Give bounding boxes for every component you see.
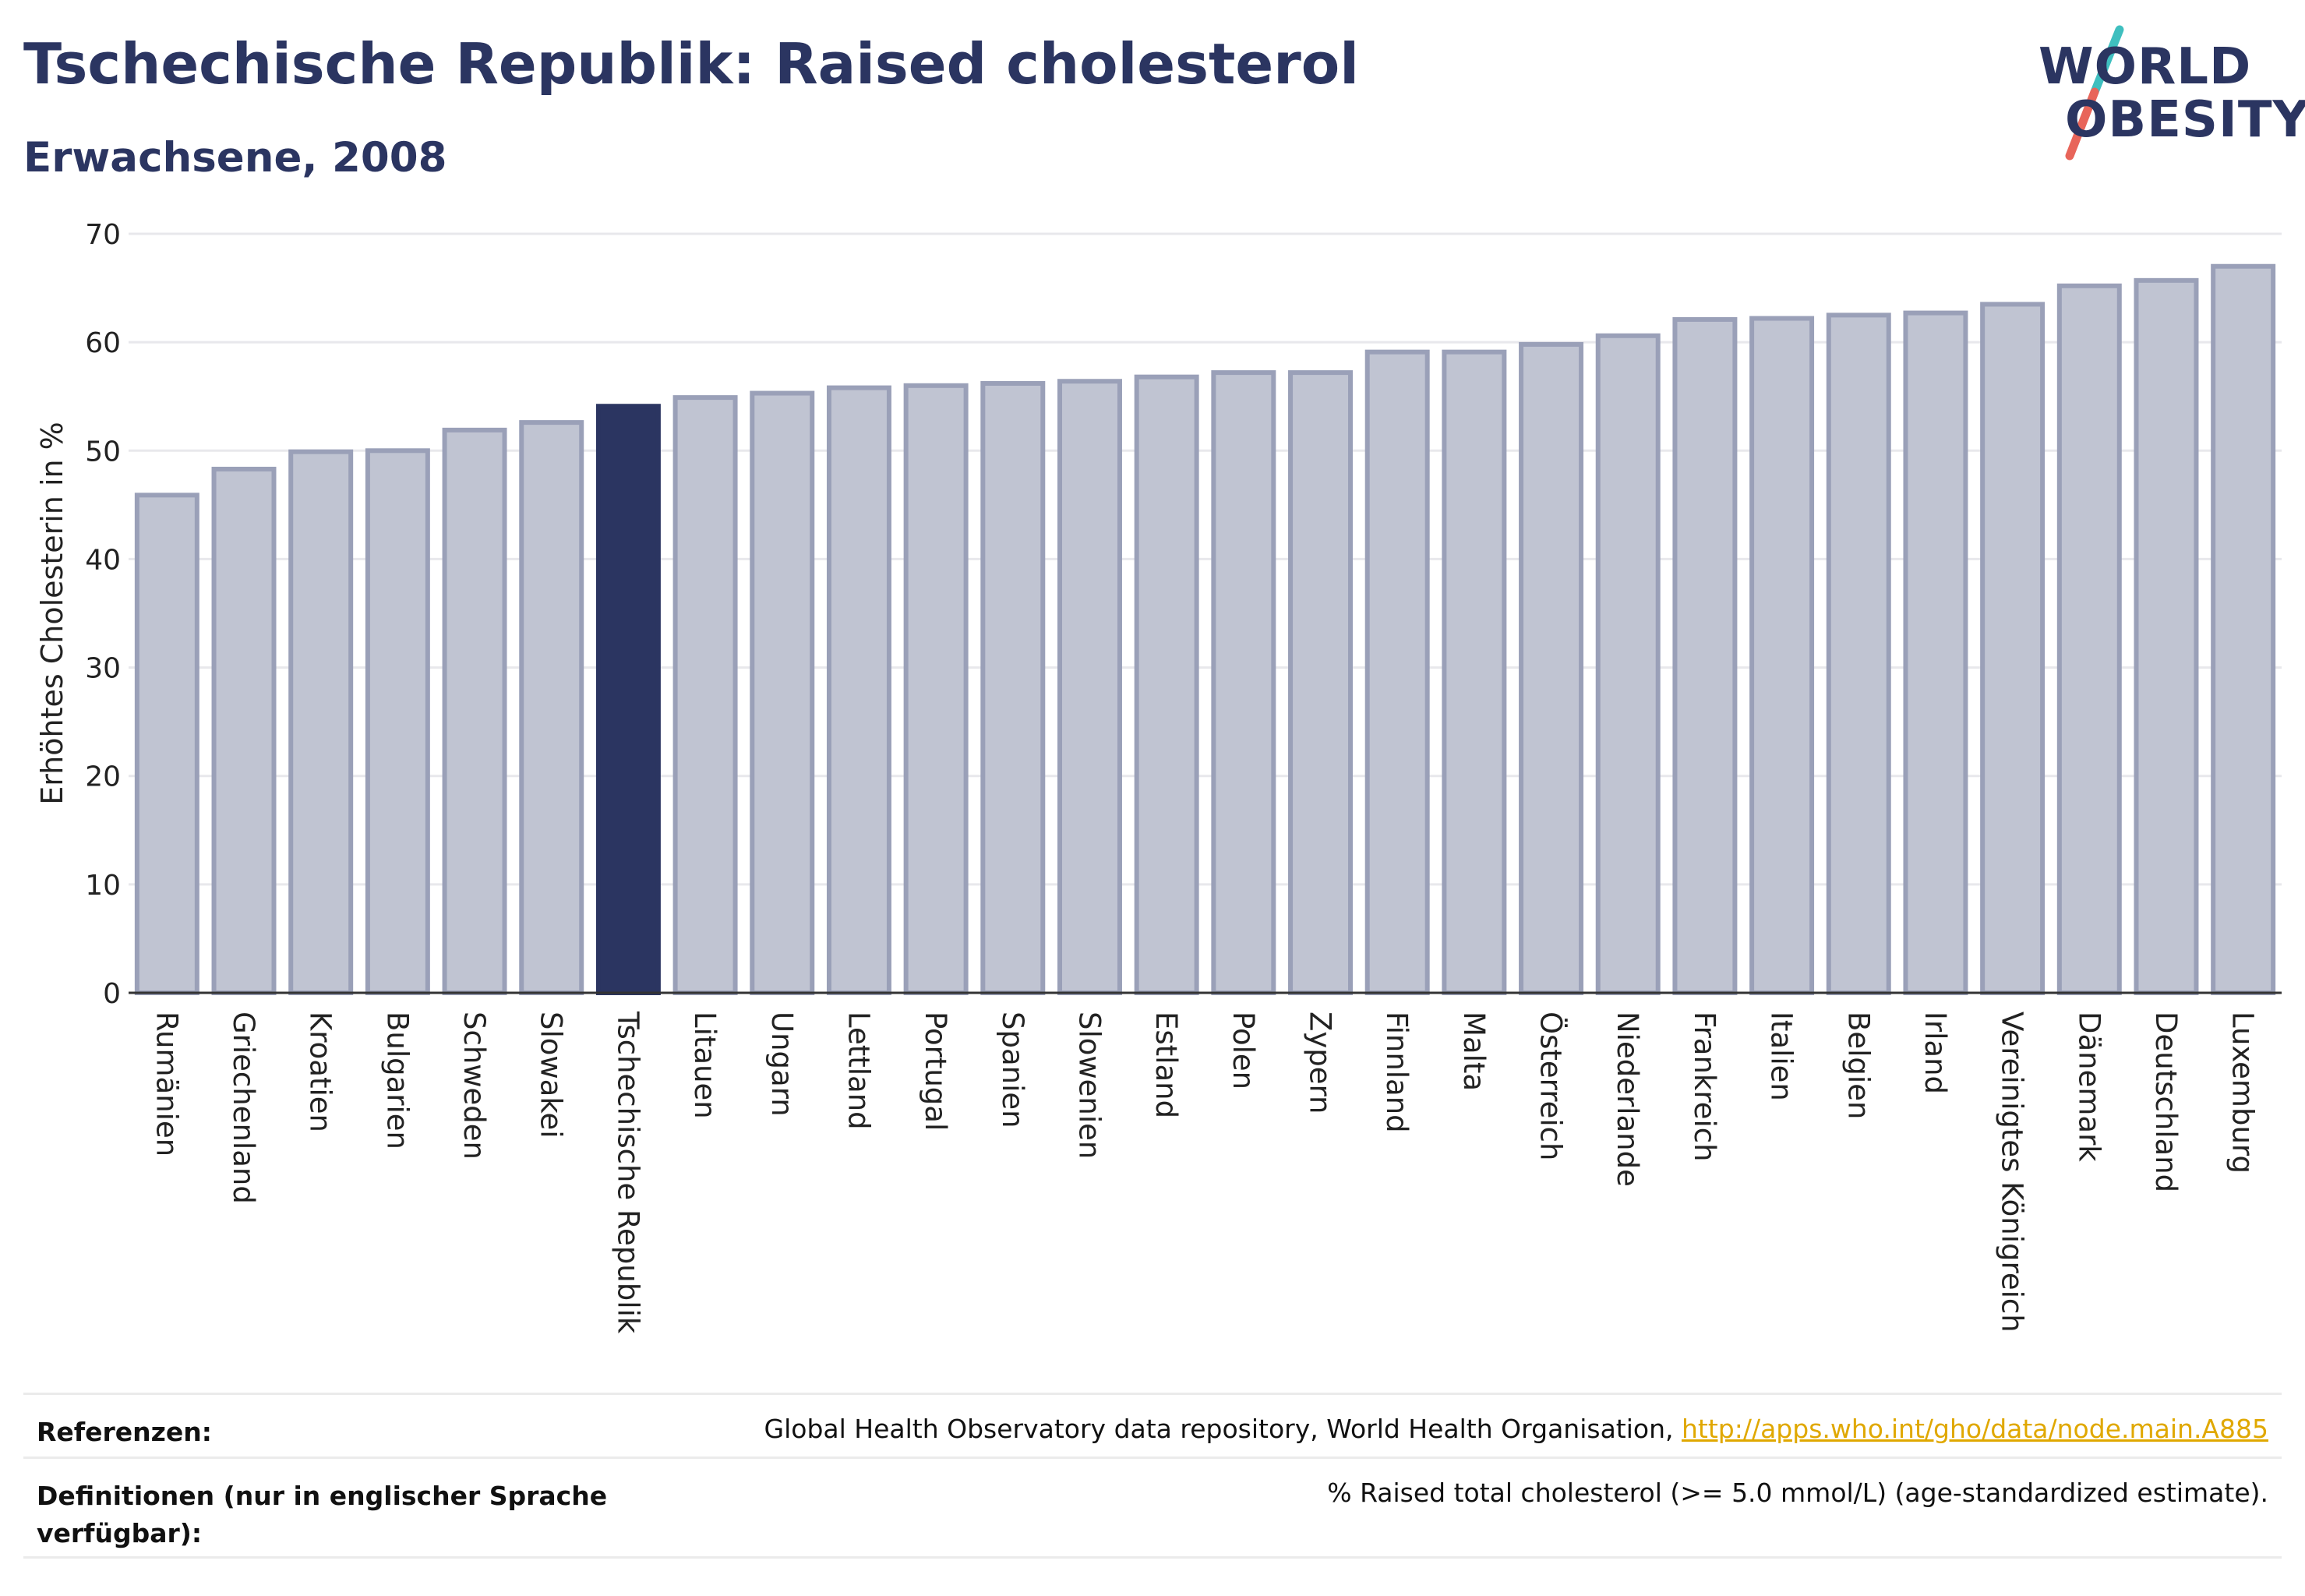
definitions-row: Definitionen (nur in englischer Sprache … xyxy=(23,1457,2282,1559)
x-tick-label: Rumänien xyxy=(150,1012,183,1156)
bar xyxy=(1364,349,1430,995)
y-tick-label: 50 xyxy=(85,436,121,468)
bar xyxy=(288,449,354,995)
bar xyxy=(1288,370,1354,995)
x-tick-label: Vereinigtes Königreich xyxy=(1996,1012,2029,1333)
x-tick-label: Luxemburg xyxy=(2226,1012,2260,1174)
bar xyxy=(442,427,507,995)
definitions-label-line2: verfügbar): xyxy=(37,1517,203,1548)
x-tick-label: Polen xyxy=(1227,1012,1260,1089)
logo-text-world: WORLD xyxy=(2038,38,2252,96)
bar xyxy=(2134,277,2199,995)
bar xyxy=(134,493,199,995)
x-tick-label: Bulgarien xyxy=(380,1012,414,1149)
y-tick-label: 20 xyxy=(85,761,121,793)
x-tick-label: Deutschland xyxy=(2149,1012,2183,1192)
bar xyxy=(1903,310,1968,995)
x-tick-label: Lettland xyxy=(842,1012,875,1130)
logo-slash-icon xyxy=(2065,25,2124,161)
y-tick-label: 10 xyxy=(85,870,121,902)
x-tick-label: Finnland xyxy=(1380,1012,1414,1133)
x-tick-label: Slowenien xyxy=(1072,1012,1106,1159)
bar xyxy=(1595,333,1661,995)
y-tick-label: 0 xyxy=(103,978,121,1010)
x-tick-label: Schweden xyxy=(457,1012,491,1160)
x-tick-label: Tschechische Republik xyxy=(611,1011,644,1334)
y-tick-label: 60 xyxy=(85,327,121,359)
bar xyxy=(1442,349,1507,995)
definitions-value: % Raised total cholesterol (>= 5.0 mmol/… xyxy=(1327,1478,2268,1508)
bar xyxy=(1980,302,2046,995)
x-tick-label: Kroatien xyxy=(304,1012,337,1132)
x-tick-label: Portugal xyxy=(919,1012,952,1131)
y-axis-label: Erhöhtes Cholesterin in % xyxy=(35,422,69,805)
bar xyxy=(672,395,738,995)
bar xyxy=(2211,263,2276,995)
x-tick-label: Malta xyxy=(1457,1012,1491,1091)
y-tick-label: 30 xyxy=(85,653,121,685)
bar xyxy=(2056,283,2122,995)
bar xyxy=(519,420,584,995)
bar xyxy=(1519,341,1584,995)
x-tick-label: Österreich xyxy=(1534,1012,1568,1160)
bar xyxy=(1749,316,1815,995)
logo-text-obesity: OBESITY xyxy=(2065,91,2305,149)
bar xyxy=(1057,379,1122,995)
bar-highlighted xyxy=(595,404,661,995)
references-link[interactable]: http://apps.who.int/gho/data/node.main.A… xyxy=(1681,1414,2268,1444)
references-label: Referenzen: xyxy=(37,1417,212,1447)
bar xyxy=(211,466,277,995)
x-tick-label: Ungarn xyxy=(765,1012,799,1117)
x-tick-label: Dänemark xyxy=(2072,1012,2106,1162)
references-text: Global Health Observatory data repositor… xyxy=(764,1414,1682,1444)
world-obesity-logo: WORLD OBESITY xyxy=(2034,23,2305,164)
bar xyxy=(750,390,815,996)
y-tick-label: 40 xyxy=(85,544,121,576)
definitions-label-line1: Definitionen (nur in englischer Sprache xyxy=(37,1481,608,1511)
x-tick-label: Irland xyxy=(1918,1012,1952,1094)
x-tick-label: Zypern xyxy=(1304,1012,1337,1114)
x-tick-label: Griechenland xyxy=(227,1012,260,1204)
x-tick-label: Slowakei xyxy=(535,1012,568,1139)
references-row: Referenzen: Global Health Observatory da… xyxy=(23,1393,2282,1459)
x-tick-label: Niederlande xyxy=(1611,1012,1644,1187)
bar xyxy=(1134,374,1199,995)
x-tick-label: Belgien xyxy=(1841,1012,1875,1119)
definitions-label: Definitionen (nur in englischer Sprache … xyxy=(37,1478,607,1552)
chart-title: Tschechische Republik: Raised cholestero… xyxy=(23,31,1359,97)
x-tick-label: Estland xyxy=(1149,1012,1183,1118)
bar xyxy=(1211,370,1276,995)
references-value: Global Health Observatory data repositor… xyxy=(764,1414,2268,1444)
x-tick-label: Spanien xyxy=(996,1012,1029,1128)
bar xyxy=(1672,316,1738,995)
x-tick-label: Italien xyxy=(1765,1012,1798,1101)
bar xyxy=(1826,312,1891,996)
y-tick-label: 70 xyxy=(85,219,121,251)
bar xyxy=(826,385,891,995)
x-tick-label: Litauen xyxy=(688,1012,722,1119)
bar xyxy=(903,383,969,995)
chart-subtitle: Erwachsene, 2008 xyxy=(23,134,447,182)
bar xyxy=(980,381,1046,995)
bar-chart: 0 10 20 30 40 50 60 70 Erhöhtes Cholesterin in %… xyxy=(35,219,2282,1334)
bar xyxy=(365,448,430,995)
x-tick-label: Frankreich xyxy=(1688,1012,1721,1162)
